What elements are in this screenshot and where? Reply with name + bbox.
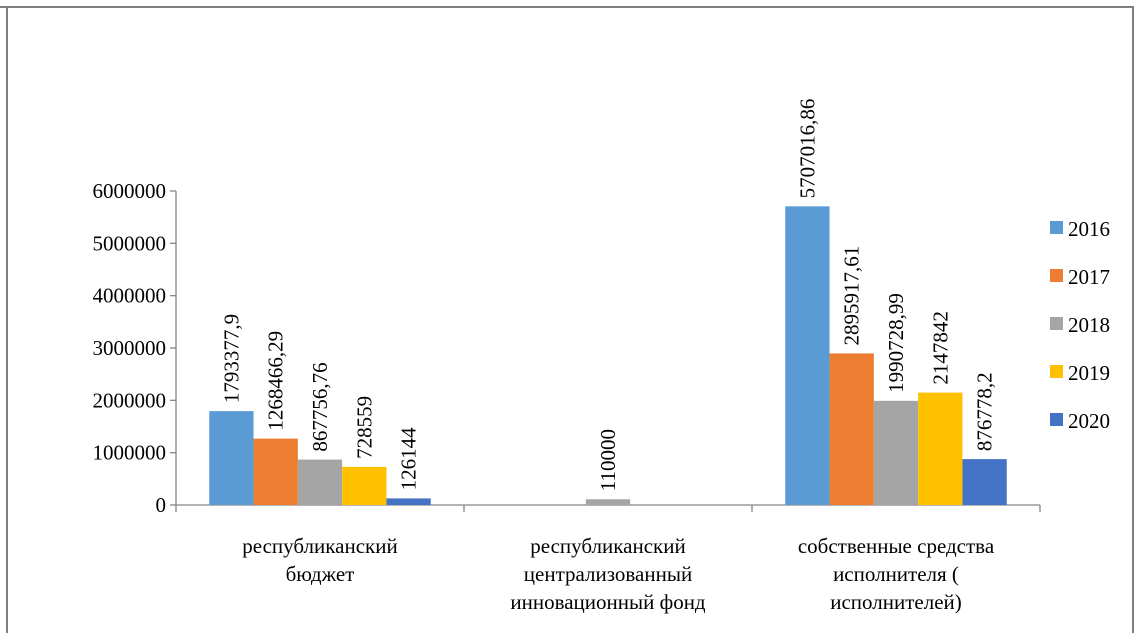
bar-2020 (962, 459, 1007, 505)
data-label: 2895917,61 (840, 246, 864, 346)
legend-label: 2017 (1068, 265, 1110, 289)
legend: 2016 2017 2018 2019 2020 (1050, 217, 1110, 433)
y-tick-label: 3000000 (93, 336, 167, 360)
legend-label: 2020 (1068, 409, 1110, 433)
x-category-label: исполнителя ( (833, 562, 959, 586)
data-label: 2147842 (928, 311, 952, 385)
x-category-label: собственные средства (798, 534, 995, 558)
x-category-label: исполнителей) (830, 590, 962, 614)
x-category-label: бюджет (286, 562, 355, 586)
x-category-label: республиканский (242, 534, 397, 558)
data-label: 1268466,29 (264, 331, 288, 431)
bars (209, 206, 1007, 506)
y-tick-label: 1000000 (93, 441, 167, 465)
data-labels: 1793377,9 5707016,86 1268466,29 2895917,61 8… (219, 99, 996, 492)
x-category-label: республиканский (530, 534, 685, 558)
y-tick-label: 6000000 (93, 179, 167, 203)
bar-2016 (209, 411, 254, 505)
bar-2017 (253, 438, 298, 505)
legend-label: 2016 (1068, 217, 1110, 241)
data-label: 1793377,9 (219, 314, 243, 403)
data-label: 1990728,99 (884, 293, 908, 393)
bar-2018 (585, 499, 631, 505)
legend-swatch-2017 (1050, 269, 1063, 282)
data-label: 867756,76 (308, 362, 332, 451)
legend-label: 2019 (1068, 361, 1110, 385)
legend-swatch-2019 (1050, 365, 1063, 378)
y-tick-label: 4000000 (93, 284, 167, 308)
data-label: 728559 (352, 396, 376, 459)
y-tick-label: 0 (156, 493, 167, 517)
data-label: 5707016,86 (795, 99, 819, 199)
x-axis: республиканский бюджет республиканский цент… (175, 504, 1041, 614)
data-label: 110000 (596, 429, 620, 491)
x-category-label: централизованный (524, 562, 692, 586)
legend-label: 2018 (1068, 313, 1110, 337)
bar-2020 (386, 498, 431, 505)
frame-right-border (1132, 6, 1134, 633)
x-category-label: инновационный фонд (510, 590, 706, 614)
y-axis: 0 1000000 2000000 3000000 4000000 5000000 6000… (93, 179, 177, 517)
y-tick-label: 2000000 (93, 388, 167, 412)
bar-2019 (918, 392, 963, 505)
bar-2018 (873, 400, 919, 505)
data-label: 126144 (397, 427, 421, 491)
data-label: 876778,2 (973, 372, 997, 451)
bar-2019 (342, 466, 387, 505)
frame-left-border (6, 6, 8, 633)
legend-swatch-2020 (1050, 413, 1063, 426)
legend-swatch-2018 (1050, 317, 1063, 330)
y-tick-label: 5000000 (93, 231, 167, 255)
frame-top-border (0, 6, 1134, 8)
bar-2017 (829, 353, 874, 505)
bar-2018 (297, 459, 343, 505)
bar-2016 (785, 206, 830, 506)
legend-swatch-2016 (1050, 221, 1063, 234)
